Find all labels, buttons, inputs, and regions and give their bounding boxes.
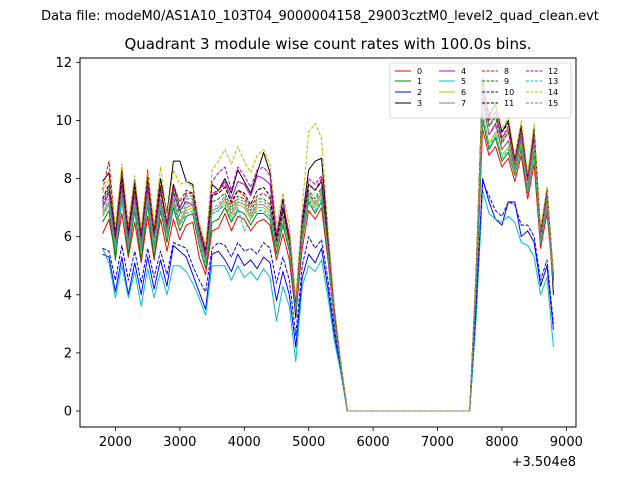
legend-label-9: 9 [504,77,509,86]
chart-title: Quadrant 3 module wise count rates with … [124,35,531,53]
legend-label-7: 7 [461,99,466,108]
legend-label-6: 6 [461,88,466,97]
axes-frame [79,57,577,428]
series-line-14 [102,85,554,412]
x-tick-label: 6000 [357,435,390,450]
y-tick-label: 10 [55,114,72,129]
x-tick-label: 4000 [228,435,261,450]
legend-label-5: 5 [461,77,466,86]
legend-label-10: 10 [504,88,514,97]
x-tick-label: 3000 [163,435,196,450]
legend-label-14: 14 [548,88,558,97]
series-line-10 [102,180,554,412]
chart-suptitle: Data file: modeM0/AS1A10_103T04_90000041… [41,9,599,24]
y-axis: 0 2 4 6 8 10 12 [55,56,80,420]
legend-label-15: 15 [548,99,558,108]
legend-label-11: 11 [504,99,514,108]
y-tick-label: 12 [55,56,72,71]
x-axis-offset-label: +3.504e8 [512,455,576,470]
legend-label-1: 1 [417,77,422,86]
legend-label-8: 8 [504,67,509,76]
y-tick-label: 6 [64,230,72,245]
legend-box [389,62,572,119]
legend-label-13: 13 [548,77,558,86]
y-tick-label: 8 [64,172,72,187]
series-layer [102,76,554,412]
x-tick-label: 2000 [99,435,132,450]
plot-area: 2000 3000 4000 5000 6000 7000 8000 9000 0246810… [55,56,582,450]
legend-label-12: 12 [548,67,558,76]
legend-label-4: 4 [461,67,466,76]
x-tick-label: 8000 [485,435,518,450]
x-tick-label: 7000 [421,435,454,450]
legend-label-0: 0 [417,67,422,76]
x-axis: 2000 3000 4000 5000 6000 7000 8000 9000 [99,427,583,450]
x-tick-label: 5000 [292,435,325,450]
x-tick-label: 9000 [550,435,583,450]
series-line-12 [102,90,554,412]
y-tick-label: 4 [64,288,72,303]
legend-label-2: 2 [417,88,422,97]
series-line-15 [102,102,554,412]
legend-label-3: 3 [417,99,422,108]
y-tick-label: 2 [64,346,72,361]
y-tick-label: 0 [64,405,72,420]
series-line-5 [102,189,554,412]
